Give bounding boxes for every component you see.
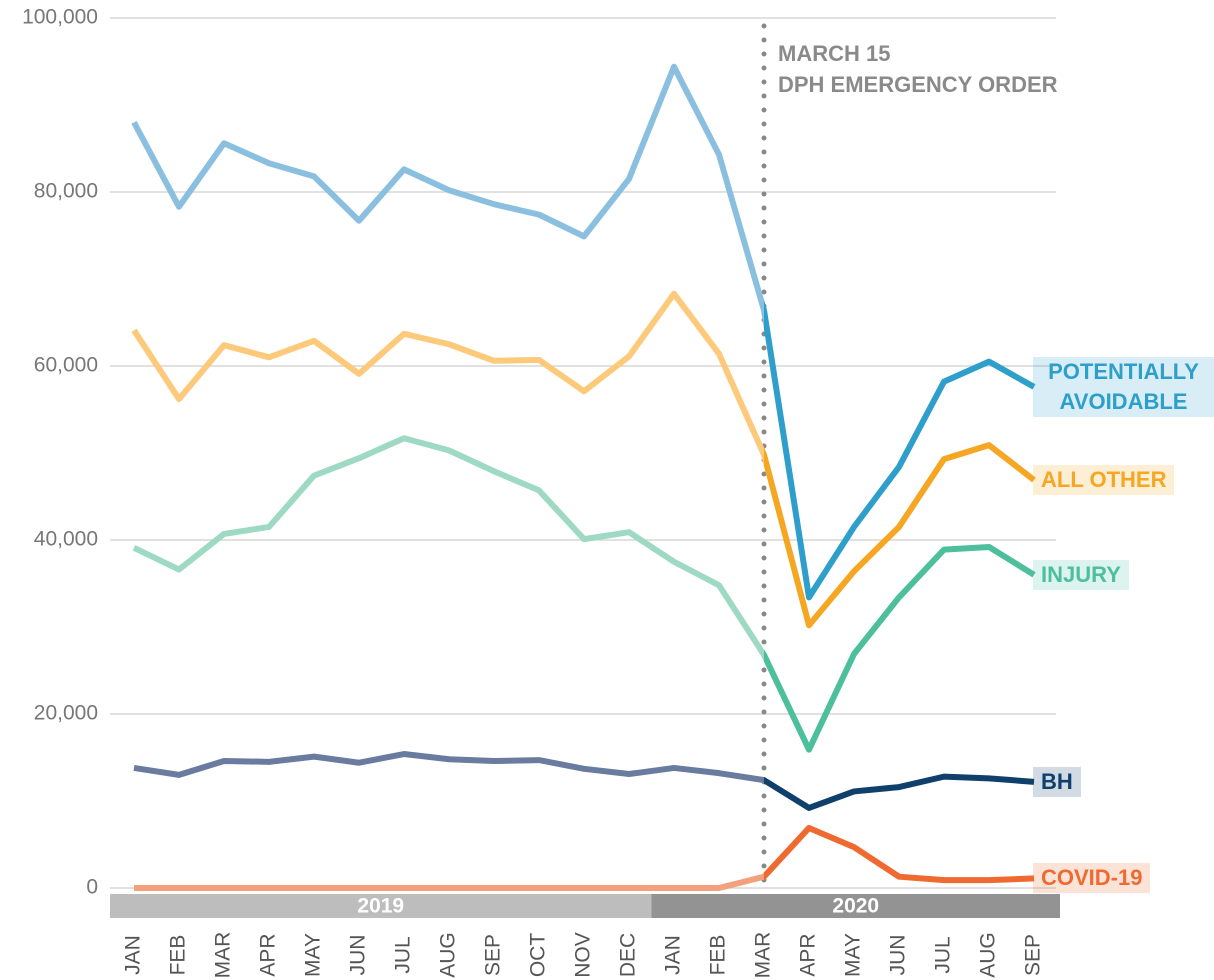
- x-tick-label: FEB: [167, 935, 190, 976]
- x-tick-label: JUN: [347, 935, 370, 976]
- y-tick-label: 60,000: [34, 354, 98, 377]
- x-tick-label: MAR: [752, 932, 775, 979]
- annotation-title: MARCH 15: [778, 41, 890, 66]
- series-label: COVID-19: [1033, 863, 1151, 894]
- year-band: [651, 894, 1060, 918]
- series-label: POTENTIALLY AVOIDABLE: [1033, 356, 1214, 417]
- x-tick-label: FEB: [707, 935, 730, 976]
- y-tick-label: 80,000: [34, 180, 98, 203]
- year-label: 2019: [357, 895, 404, 918]
- x-tick-label: OCT: [527, 933, 550, 978]
- series-line: [132, 435, 1036, 753]
- x-tick-label: AUG: [437, 932, 460, 978]
- x-tick-label: DEC: [617, 933, 640, 977]
- series-label: INJURY: [1033, 559, 1129, 590]
- series-line: [131, 290, 1036, 629]
- x-tick-label: JUL: [932, 936, 955, 973]
- y-tick-label: 40,000: [34, 528, 98, 551]
- y-tick-label: 0: [86, 876, 98, 899]
- x-tick-label: MAY: [302, 933, 325, 977]
- series-label: BH: [1033, 766, 1081, 797]
- x-tick-label: APR: [257, 933, 280, 976]
- x-tick-label: JUN: [887, 935, 910, 976]
- series-line: [131, 63, 1036, 601]
- x-tick-label: APR: [797, 933, 820, 976]
- x-tick-label: JAN: [122, 935, 145, 975]
- y-tick-label: 20,000: [34, 702, 98, 725]
- year-band: [110, 894, 652, 918]
- x-tick-label: JUL: [392, 936, 415, 973]
- x-tick-label: AUG: [977, 932, 1000, 978]
- y-tick-label: 100,000: [22, 6, 98, 29]
- x-tick-label: MAY: [842, 933, 865, 977]
- annotation-text: DPH EMERGENCY ORDER: [778, 72, 1058, 97]
- series-line: [134, 824, 1035, 891]
- year-label: 2020: [832, 895, 879, 918]
- x-tick-label: SEP: [482, 934, 505, 976]
- x-tick-label: SEP: [1022, 934, 1045, 976]
- x-tick-label: MAR: [212, 932, 235, 979]
- series-line: [133, 751, 1035, 811]
- series-label: ALL OTHER: [1033, 464, 1175, 495]
- x-tick-label: NOV: [572, 932, 595, 978]
- x-tick-label: JAN: [662, 935, 685, 975]
